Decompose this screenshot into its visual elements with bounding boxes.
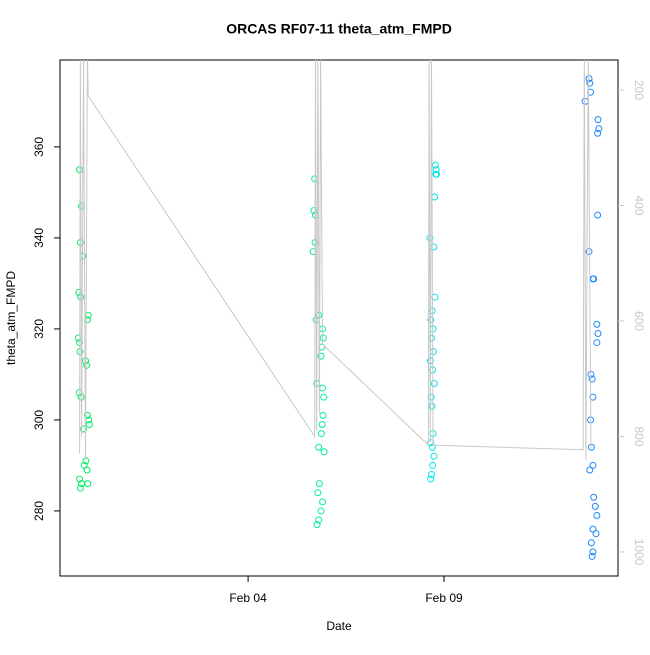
point <box>311 175 319 183</box>
y-tick-label: 340 <box>32 228 46 248</box>
point <box>427 334 435 342</box>
y-tick-label: 360 <box>32 137 46 157</box>
point <box>588 552 596 560</box>
x-tick-label: Feb 09 <box>425 591 463 605</box>
point <box>585 248 593 256</box>
point <box>76 475 84 483</box>
point <box>319 334 327 342</box>
point <box>428 443 436 451</box>
point <box>581 97 589 105</box>
point <box>591 502 599 510</box>
point <box>432 166 440 174</box>
point <box>318 420 326 428</box>
point <box>320 448 328 456</box>
point <box>430 243 438 251</box>
point <box>595 125 603 133</box>
point <box>429 348 437 356</box>
point <box>594 116 602 124</box>
point <box>315 516 323 524</box>
y-tick-label: 300 <box>32 410 46 430</box>
point <box>315 443 323 451</box>
point <box>427 475 435 483</box>
point <box>319 384 327 392</box>
point <box>315 480 323 488</box>
point <box>585 75 593 83</box>
y-tick-label: 320 <box>32 319 46 339</box>
point <box>320 393 328 401</box>
point <box>429 461 437 469</box>
y-tick-label: 280 <box>32 501 46 521</box>
y-axis-label: theta_atm_FMPD <box>4 271 18 365</box>
point <box>85 420 93 428</box>
point <box>83 411 91 419</box>
point <box>430 380 438 388</box>
point <box>594 129 602 137</box>
point <box>590 493 598 501</box>
chart-title: ORCAS RF07-11 theta_atm_FMPD <box>226 21 452 37</box>
point <box>76 484 84 492</box>
x-tick-label: Feb 04 <box>229 591 267 605</box>
point <box>319 498 327 506</box>
y2-tick-label: 800 <box>632 426 646 446</box>
point <box>589 393 597 401</box>
point <box>430 452 438 460</box>
y2-tick-label: 1000 <box>632 539 646 566</box>
point <box>83 466 91 474</box>
x-axis-label: Date <box>326 619 352 633</box>
point <box>427 471 435 479</box>
point <box>593 320 601 328</box>
point <box>588 375 596 383</box>
point <box>83 361 91 369</box>
point <box>587 539 595 547</box>
y2-tick-label: 200 <box>632 80 646 100</box>
point <box>593 339 601 347</box>
point <box>84 480 92 488</box>
y2-tick-label: 600 <box>632 311 646 331</box>
plot-area <box>74 60 603 560</box>
point <box>589 548 597 556</box>
point <box>80 425 88 433</box>
point <box>586 79 594 87</box>
point <box>594 211 602 219</box>
point <box>76 166 84 174</box>
y2-tick-label: 400 <box>632 195 646 215</box>
point <box>319 411 327 419</box>
point <box>317 352 325 360</box>
point <box>314 489 322 497</box>
point <box>317 430 325 438</box>
plot-frame <box>59 59 619 577</box>
point <box>433 170 441 178</box>
point <box>594 329 602 337</box>
pressure-line <box>79 60 592 460</box>
point <box>313 521 321 529</box>
point <box>592 530 600 538</box>
point <box>78 202 86 210</box>
point <box>586 466 594 474</box>
point <box>593 511 601 519</box>
point <box>317 507 325 515</box>
